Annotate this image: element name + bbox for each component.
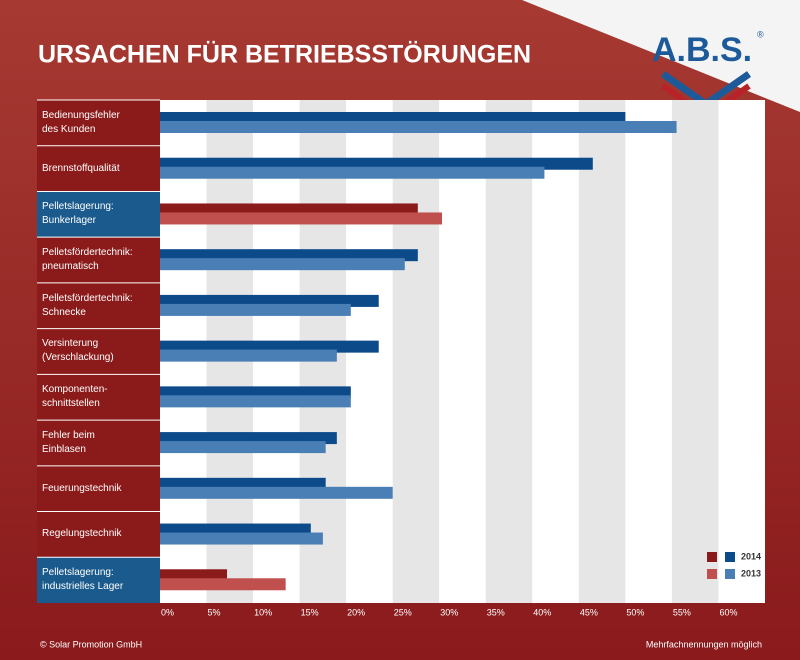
legend-label: 2014 — [741, 551, 761, 561]
x-tick-label: 50% — [626, 607, 644, 617]
y-tick-label: Komponenten- schnittstellen — [42, 384, 108, 410]
bar — [160, 441, 326, 454]
grid-stripe — [439, 100, 486, 603]
x-tick-label: 60% — [719, 607, 737, 617]
grid-stripe — [671, 100, 719, 603]
bar — [160, 486, 393, 499]
category-cell — [37, 282, 160, 329]
bar — [160, 532, 323, 545]
x-tick-label: 0% — [161, 607, 174, 617]
y-tick-label: Bedienungsfehler des Kunden — [42, 109, 120, 135]
category-cell — [37, 557, 160, 603]
x-tick-label: 30% — [440, 607, 458, 617]
bar — [160, 121, 677, 133]
grid-stripe — [485, 100, 533, 603]
chart-title: URSACHEN FÜR BETRIEBSSTÖRUNGEN — [38, 40, 531, 69]
category-cell — [37, 191, 160, 238]
y-tick-label: Feuerungstechnik — [42, 482, 122, 494]
x-tick-label: 55% — [673, 607, 691, 617]
y-tick-label: Versinterung (Verschlackung) — [42, 338, 114, 364]
legend-swatch — [707, 569, 717, 579]
grid-stripe — [718, 100, 765, 603]
bar — [160, 303, 351, 316]
bar — [160, 578, 286, 591]
legend-label: 2013 — [741, 568, 761, 578]
legend-swatch — [725, 569, 735, 579]
y-tick-label: Pelletsfördertechnik: pneumatisch — [42, 247, 133, 273]
category-cell — [37, 374, 160, 421]
logo-text: A.B.S. — [652, 31, 752, 69]
category-cell — [37, 237, 160, 283]
y-tick-label: Pelletslagerung: Bunkerlager — [42, 201, 114, 227]
bar — [160, 258, 405, 271]
category-cell — [37, 328, 160, 375]
source: © Solar Promotion GmbH — [40, 639, 142, 649]
category-cell — [37, 420, 160, 466]
x-tick-label: 45% — [580, 607, 598, 617]
x-tick-label: 5% — [208, 607, 221, 617]
x-tick-label: 40% — [533, 607, 551, 617]
category-cell — [37, 511, 160, 558]
x-tick-label: 10% — [254, 607, 272, 617]
grid-stripe — [578, 100, 626, 603]
logo-mark: ® — [757, 29, 764, 39]
y-tick-label: Pelletslagerung: industrielles Lager — [42, 567, 124, 593]
y-tick-label: Regelungstechnik — [42, 528, 122, 540]
grid-stripe — [625, 100, 672, 603]
legend-swatch — [707, 552, 717, 562]
x-tick-label: 15% — [301, 607, 319, 617]
bar — [160, 395, 351, 408]
x-tick-label: 35% — [487, 607, 505, 617]
category-cell — [37, 100, 160, 146]
y-tick-label: Brennstoffqualität — [42, 162, 120, 174]
legend-swatch — [725, 552, 735, 562]
bar — [160, 349, 337, 362]
x-tick-label: 20% — [347, 607, 365, 617]
bar — [160, 166, 545, 179]
y-tick-label: Pelletsfördertechnik: Schnecke — [42, 292, 133, 318]
note: Mehrfachnennungen möglich — [646, 639, 762, 649]
bar — [160, 212, 443, 225]
x-tick-label: 25% — [394, 607, 412, 617]
grid-stripe — [532, 100, 579, 603]
category-cell — [37, 145, 160, 192]
y-tick-label: Fehler beim Einblasen — [42, 429, 95, 455]
grid-stripe — [392, 100, 440, 603]
category-cell — [37, 465, 160, 512]
